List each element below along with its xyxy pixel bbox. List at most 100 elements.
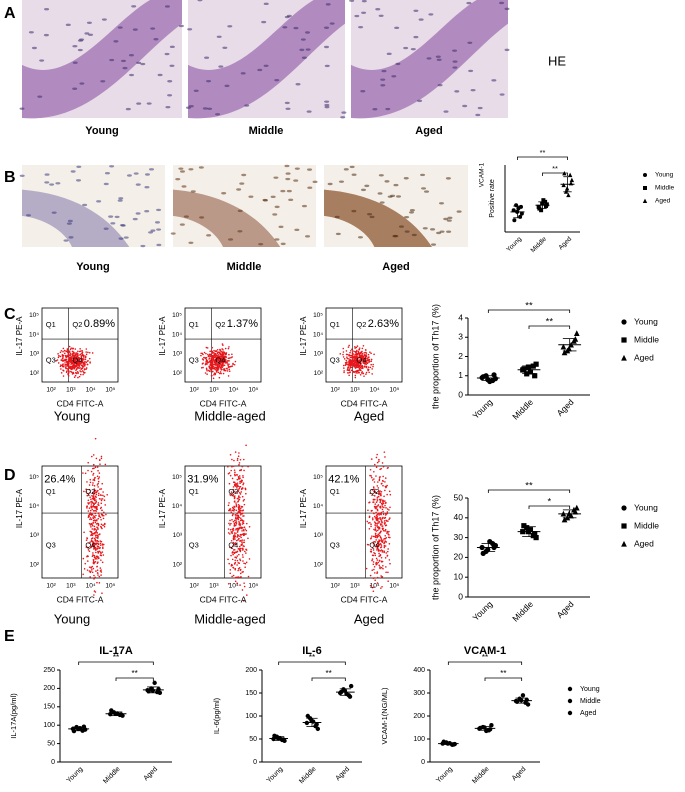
event-dot bbox=[228, 482, 231, 485]
event-dot bbox=[239, 535, 241, 538]
panel-label: B bbox=[4, 169, 16, 186]
caption: Middle-aged bbox=[194, 611, 266, 626]
legend-marker bbox=[567, 710, 573, 716]
event-dot bbox=[67, 372, 69, 375]
event-dot bbox=[362, 345, 365, 347]
nucleus bbox=[379, 201, 385, 204]
event-dot bbox=[346, 361, 348, 364]
event-dot bbox=[233, 535, 235, 538]
nucleus bbox=[305, 48, 311, 51]
event-dot bbox=[62, 350, 64, 353]
axis-title: IL-17 PE-A bbox=[299, 488, 308, 528]
event-dot bbox=[239, 496, 241, 499]
event-dot bbox=[77, 364, 79, 367]
event-dot bbox=[376, 498, 379, 500]
event-dot bbox=[93, 499, 96, 502]
event-dot bbox=[98, 497, 101, 500]
event-dot bbox=[384, 456, 386, 458]
legend-label: Middle bbox=[655, 185, 675, 192]
nucleus bbox=[395, 62, 401, 66]
event-dot bbox=[242, 571, 244, 573]
event-dot bbox=[80, 358, 83, 361]
y-tick-label: 2 bbox=[458, 351, 463, 361]
event-dot bbox=[233, 490, 236, 493]
nucleus bbox=[183, 215, 189, 218]
event-dot bbox=[375, 530, 378, 532]
event-dot bbox=[373, 353, 375, 356]
nucleus bbox=[190, 190, 196, 193]
event-dot bbox=[228, 370, 231, 372]
event-dot bbox=[239, 482, 241, 485]
y-tick-label: 10⁵ bbox=[313, 474, 323, 481]
event-dot bbox=[381, 517, 384, 520]
y-tick-label: 0 bbox=[51, 759, 55, 766]
event-dot bbox=[356, 363, 359, 366]
event-dot bbox=[358, 365, 361, 367]
flow-plot-frame bbox=[41, 465, 119, 579]
event-dot bbox=[241, 539, 243, 541]
data-point bbox=[314, 722, 319, 727]
event-dot bbox=[234, 538, 236, 540]
event-dot bbox=[233, 537, 235, 539]
event-dot bbox=[100, 571, 103, 573]
nucleus bbox=[431, 243, 437, 246]
nucleus bbox=[135, 183, 141, 186]
event-dot bbox=[387, 531, 389, 533]
event-dot bbox=[381, 585, 383, 588]
nucleus bbox=[39, 59, 45, 62]
nucleus bbox=[282, 26, 288, 29]
gate-percent: 1.37% bbox=[227, 318, 258, 330]
event-dot bbox=[374, 552, 376, 555]
event-dot bbox=[97, 504, 100, 507]
event-dot bbox=[93, 515, 95, 517]
event-dot bbox=[380, 575, 382, 577]
event-dot bbox=[339, 353, 342, 355]
event-dot bbox=[350, 349, 352, 352]
event-dot bbox=[90, 533, 93, 536]
x-tick-label: 10⁴ bbox=[86, 583, 96, 590]
nucleus bbox=[349, 165, 355, 169]
nucleus bbox=[263, 2, 269, 6]
event-dot bbox=[98, 515, 101, 518]
event-dot bbox=[241, 589, 244, 591]
event-dot bbox=[79, 360, 81, 363]
event-dot bbox=[232, 491, 235, 494]
event-dot bbox=[244, 566, 246, 568]
event-dot bbox=[386, 550, 389, 553]
event-dot bbox=[343, 358, 346, 360]
event-dot bbox=[384, 489, 386, 492]
event-dot bbox=[83, 358, 85, 360]
nucleus bbox=[327, 182, 333, 186]
event-dot bbox=[226, 370, 229, 372]
event-dot bbox=[373, 490, 375, 493]
event-dot bbox=[100, 502, 103, 505]
event-dot bbox=[211, 374, 213, 377]
event-dot bbox=[241, 541, 243, 544]
event-dot bbox=[227, 532, 230, 534]
event-dot bbox=[375, 563, 378, 566]
nucleus bbox=[435, 55, 441, 58]
event-dot bbox=[81, 354, 84, 356]
event-dot bbox=[92, 472, 95, 475]
event-dot bbox=[234, 521, 237, 524]
nucleus bbox=[410, 47, 416, 51]
x-tick-label: Young bbox=[266, 766, 285, 785]
event-dot bbox=[219, 353, 222, 356]
nucleus bbox=[144, 185, 150, 189]
event-dot bbox=[205, 352, 207, 355]
event-dot bbox=[84, 356, 87, 359]
event-dot bbox=[218, 355, 221, 358]
event-dot bbox=[202, 366, 204, 369]
event-dot bbox=[342, 364, 345, 367]
significance-label: ** bbox=[525, 481, 533, 492]
event-dot bbox=[236, 457, 239, 460]
significance-bracket bbox=[528, 505, 571, 509]
y-tick-label: 10⁴ bbox=[29, 331, 39, 338]
event-dot bbox=[379, 517, 381, 519]
event-dot bbox=[213, 361, 216, 363]
event-dot bbox=[359, 364, 362, 366]
event-dot bbox=[237, 562, 240, 564]
event-dot bbox=[221, 343, 224, 345]
event-dot bbox=[365, 354, 368, 356]
quadrant-label: Q4 bbox=[215, 356, 225, 365]
